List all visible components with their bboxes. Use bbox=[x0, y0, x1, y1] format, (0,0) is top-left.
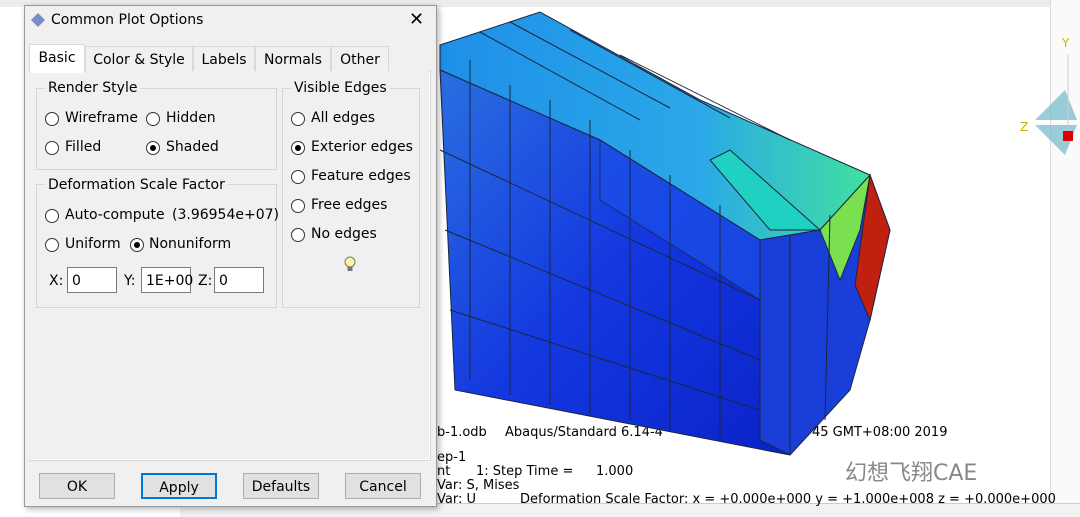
y-input[interactable]: 1E+00 bbox=[141, 267, 193, 293]
tab[interactable]: Color & Style bbox=[85, 46, 193, 72]
radio-label: Free edges bbox=[311, 197, 388, 213]
radio-label: Filled bbox=[65, 139, 102, 155]
group-title: Deformation Scale Factor bbox=[45, 177, 228, 193]
x-input[interactable]: 0 bbox=[67, 267, 117, 293]
radio[interactable] bbox=[291, 170, 305, 184]
render-style-group bbox=[36, 88, 277, 170]
dialog: Common Plot Options ✕ Basic Color & Styl… bbox=[24, 5, 437, 507]
radio-label: All edges bbox=[311, 110, 376, 126]
tab[interactable]: Basic bbox=[29, 44, 85, 73]
button[interactable]: Defaults bbox=[243, 473, 319, 499]
viewport-edge bbox=[1050, 0, 1080, 516]
button[interactable]: Cancel bbox=[345, 473, 421, 499]
radio-label: Shaded bbox=[166, 139, 219, 155]
dialog-title: Common Plot Options bbox=[51, 12, 204, 28]
radio-label: Exterior edges bbox=[311, 139, 413, 155]
step-time-label: 1: Step Time = bbox=[476, 464, 574, 479]
radio[interactable] bbox=[291, 112, 305, 126]
radio[interactable] bbox=[45, 238, 59, 252]
z-input[interactable]: 0 bbox=[214, 267, 264, 293]
y-label: Y: bbox=[124, 273, 136, 289]
radio[interactable] bbox=[45, 112, 59, 126]
radio-label: No edges bbox=[311, 226, 377, 242]
group-title: Render Style bbox=[45, 80, 141, 96]
tab-page-bg bbox=[29, 71, 429, 459]
increment: nt bbox=[437, 464, 451, 479]
mesh-model bbox=[439, 11, 891, 456]
bulb-icon[interactable] bbox=[342, 254, 358, 274]
axis-triad bbox=[1035, 55, 1077, 155]
group-title: Visible Edges bbox=[291, 80, 390, 96]
tab[interactable]: Other bbox=[331, 46, 389, 72]
step-time: 1.000 bbox=[596, 464, 634, 479]
radio[interactable] bbox=[45, 141, 59, 155]
tab[interactable]: Labels bbox=[193, 46, 255, 72]
radio[interactable] bbox=[45, 209, 59, 223]
file-name: b-1.odb bbox=[437, 425, 487, 440]
radio[interactable] bbox=[291, 199, 305, 213]
radio-label: Feature edges bbox=[311, 168, 411, 184]
x-label: X: bbox=[49, 273, 64, 289]
triad-y: Y bbox=[1062, 36, 1070, 50]
step: ep-1 bbox=[437, 450, 467, 465]
radio-label: Hidden bbox=[166, 110, 216, 126]
radio[interactable] bbox=[146, 112, 160, 126]
scale-factor: Deformation Scale Factor: x = +0.000e+00… bbox=[520, 492, 1056, 507]
radio[interactable] bbox=[291, 141, 305, 155]
button[interactable]: OK bbox=[39, 473, 115, 499]
radio-label: Uniform bbox=[65, 236, 121, 252]
radio-label: Nonuniform bbox=[149, 236, 232, 252]
button[interactable]: Apply bbox=[141, 473, 217, 499]
z-label: Z: bbox=[198, 273, 213, 289]
toolbar-strip bbox=[0, 0, 1080, 7]
date-end: 45 GMT+08:00 2019 bbox=[812, 425, 948, 440]
radio-label: Auto-compute bbox=[65, 207, 165, 223]
dialog-icon bbox=[31, 13, 45, 27]
close-button[interactable]: ✕ bbox=[409, 9, 425, 30]
triad-z: Z bbox=[1020, 120, 1029, 134]
solver: Abaqus/Standard 6.14-4 bbox=[505, 425, 663, 440]
deformed-var: Var: U bbox=[437, 492, 476, 507]
watermark: 幻想飞翔CAE bbox=[845, 461, 978, 486]
radio[interactable] bbox=[146, 141, 160, 155]
tab[interactable]: Normals bbox=[255, 46, 331, 72]
radio-label: Wireframe bbox=[65, 110, 139, 126]
primary-var: Var: S, Mises bbox=[437, 478, 520, 493]
radio[interactable] bbox=[130, 238, 144, 252]
auto-value: (3.96954e+07) bbox=[172, 207, 279, 223]
radio[interactable] bbox=[291, 228, 305, 242]
